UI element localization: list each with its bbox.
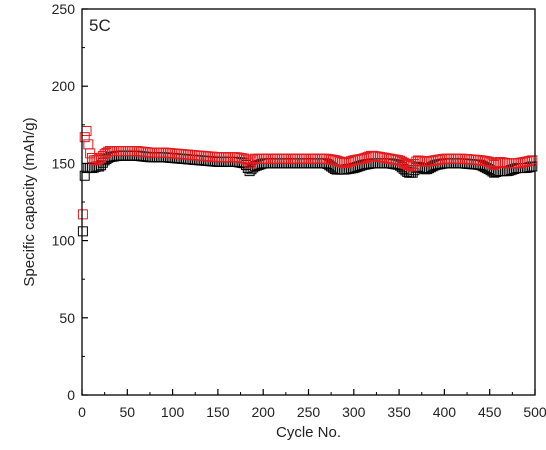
rate-annotation: 5C	[89, 16, 111, 35]
y-tick-label: 100	[52, 233, 76, 249]
x-tick-label: 350	[387, 404, 411, 420]
x-tick-label: 100	[161, 404, 185, 420]
x-tick-label: 50	[120, 404, 136, 420]
x-tick-label: 0	[78, 404, 86, 420]
y-tick-label: 0	[67, 387, 75, 403]
data-series-layer	[77, 125, 538, 237]
x-tick-label: 450	[478, 404, 502, 420]
data-point	[79, 170, 90, 181]
data-point	[94, 154, 105, 165]
y-axis-title: Specific capacity (mAh/g)	[21, 117, 38, 286]
x-axis-title: Cycle No.	[276, 424, 341, 441]
series-red	[77, 125, 538, 220]
y-tick-label: 250	[52, 1, 76, 17]
x-tick-label: 400	[433, 404, 457, 420]
x-tick-label: 250	[297, 404, 321, 420]
axis-ticks: 0 50 100 150 200 250 300 350 400 450 500 0 50 100 150 2…	[52, 1, 546, 420]
data-point	[92, 154, 103, 165]
x-tick-label: 200	[252, 404, 276, 420]
data-point	[79, 132, 90, 143]
y-tick-label: 150	[52, 155, 76, 171]
x-tick-label: 300	[342, 404, 366, 420]
data-point	[77, 226, 88, 237]
x-tick-label: 150	[206, 404, 230, 420]
data-point	[77, 209, 88, 220]
y-tick-label: 50	[59, 310, 75, 326]
plot-frame	[81, 8, 536, 396]
x-tick-label: 500	[523, 404, 546, 420]
data-point	[527, 155, 538, 166]
y-tick-label: 200	[52, 78, 76, 94]
